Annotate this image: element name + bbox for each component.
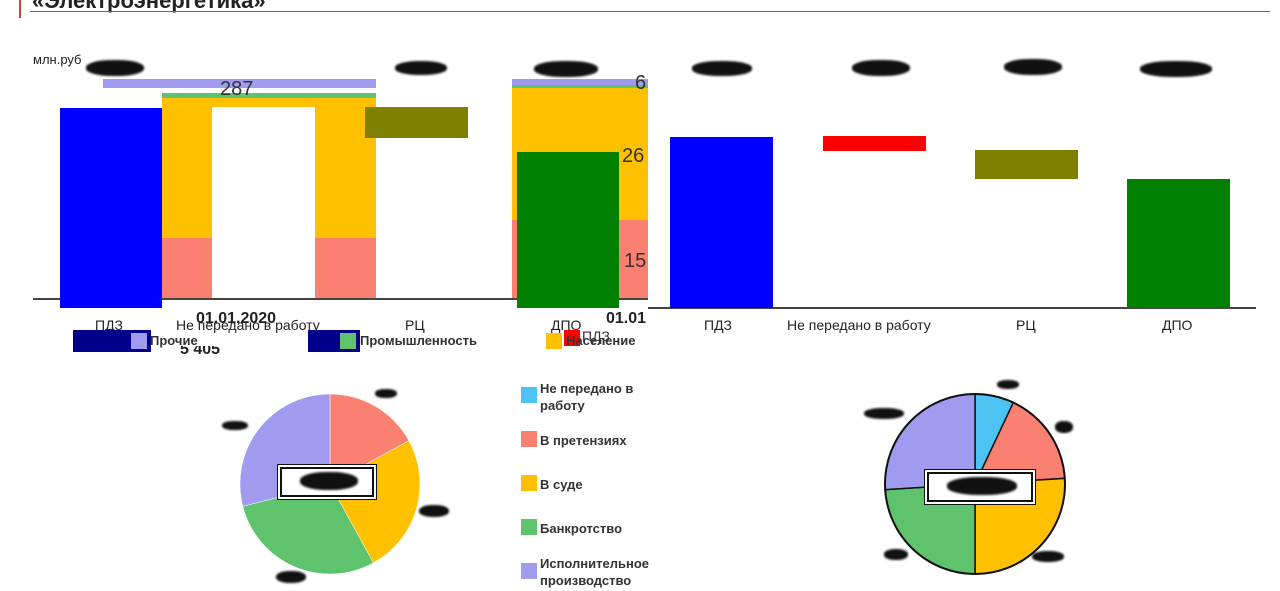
mid-stack-band-industry <box>512 85 648 88</box>
right-bar-rc <box>975 150 1078 179</box>
legend-label-industry: Промышленность <box>360 333 477 348</box>
redacted-value <box>419 505 449 517</box>
mid-date-label: 01.01 <box>606 310 647 327</box>
mid-stack-top-other <box>512 79 648 85</box>
legend-label-other: Прочие <box>150 333 198 348</box>
right-chart-axis <box>648 307 1256 309</box>
redacted-value <box>692 61 752 76</box>
pie-right-center-label <box>927 472 1033 502</box>
left-stack-claims-a <box>162 238 212 298</box>
right-bar-pdz <box>670 137 773 308</box>
pie-slice <box>329 440 421 564</box>
redacted-value <box>852 60 910 76</box>
mid-value-1: 6 <box>635 72 647 94</box>
left-cat-rc: РЦ <box>405 317 425 333</box>
redacted-value <box>947 477 1017 495</box>
legend-partial-value: 5 405 <box>180 346 220 354</box>
redacted-value <box>864 408 904 419</box>
pie-slice <box>329 393 410 485</box>
redacted-value <box>1055 421 1073 433</box>
left-stack-top-other <box>103 79 376 88</box>
pie-legend-label-claims: В претензиях <box>540 433 627 448</box>
right-bar-not-transferred <box>823 136 926 151</box>
legend-swatch-not-transferred <box>564 330 580 346</box>
pie-legend-label-bankruptcy: Банкротство <box>540 521 623 536</box>
left-stack-claims-b <box>315 238 376 298</box>
left-cat-not-transferred: Не передано в работу <box>176 317 320 333</box>
redacted-value <box>1140 61 1212 77</box>
redacted-value <box>884 549 908 560</box>
left-stack-population-a <box>162 98 212 238</box>
pie-legend-label-court: В суде <box>540 477 583 492</box>
redacted-value <box>534 61 598 77</box>
header-rule <box>30 11 1270 12</box>
left-stack-population-c <box>212 98 315 107</box>
right-bar-dpo <box>1127 179 1230 308</box>
left-bar-rc <box>365 107 468 138</box>
pie-legend-swatch-not-transferred <box>521 387 537 403</box>
pie-legend-label-exec: Исполнительное производство <box>540 556 650 588</box>
pie-legend-swatch-bankruptcy <box>521 519 537 535</box>
redacted-value <box>395 61 447 75</box>
legend-swatch-industry <box>340 333 356 349</box>
redacted-value <box>86 60 144 76</box>
mid-value-3: 15 <box>624 250 647 272</box>
pie-legend-swatch-claims <box>521 431 537 447</box>
legend-swatch-other <box>131 333 147 349</box>
right-cat-not-transferred: Не передано в работу <box>787 317 931 333</box>
left-cat-dpo: ДПО <box>551 317 582 333</box>
left-bar-pdz <box>60 108 162 308</box>
redacted-value <box>997 380 1019 389</box>
left-top-value: 287 <box>220 78 254 100</box>
legend-swatch-population <box>546 333 562 349</box>
right-cat-pdz: ПДЗ <box>704 317 732 333</box>
mid-bar-dpo <box>517 152 619 308</box>
pie-legend-swatch-exec <box>521 563 537 579</box>
left-stack-band-industry <box>162 93 376 98</box>
header-accent <box>19 0 21 18</box>
pie-chart-right <box>884 393 1066 575</box>
page-title: «Электроэнергетика» <box>32 0 266 13</box>
right-cat-dpo: ДПО <box>1162 317 1193 333</box>
pie-slice <box>242 483 374 575</box>
redacted-value <box>1032 551 1064 562</box>
left-date-label: 01.01.2020 <box>196 310 277 327</box>
pie-outline <box>884 393 1066 575</box>
pie-left-center-label <box>280 467 374 497</box>
redacted-value <box>300 472 358 490</box>
left-chart-axis <box>33 298 473 300</box>
legend-label-population: Население <box>566 333 636 348</box>
pie-legend-label-not-transferred: Не передано в работу <box>540 381 634 413</box>
legend-label-pdz-extra: ПДЗ <box>582 328 610 344</box>
pie-legend-swatch-court <box>521 475 537 491</box>
redacted-value <box>222 421 248 430</box>
unit-label: млн.руб <box>33 52 82 67</box>
mid-value-2: 26 <box>622 145 645 167</box>
left-cat-pdz: ПДЗ <box>95 317 123 333</box>
redacted-value <box>1004 59 1062 75</box>
right-cat-rc: РЦ <box>1016 317 1036 333</box>
redacted-value <box>276 571 306 583</box>
redacted-value <box>375 389 397 398</box>
